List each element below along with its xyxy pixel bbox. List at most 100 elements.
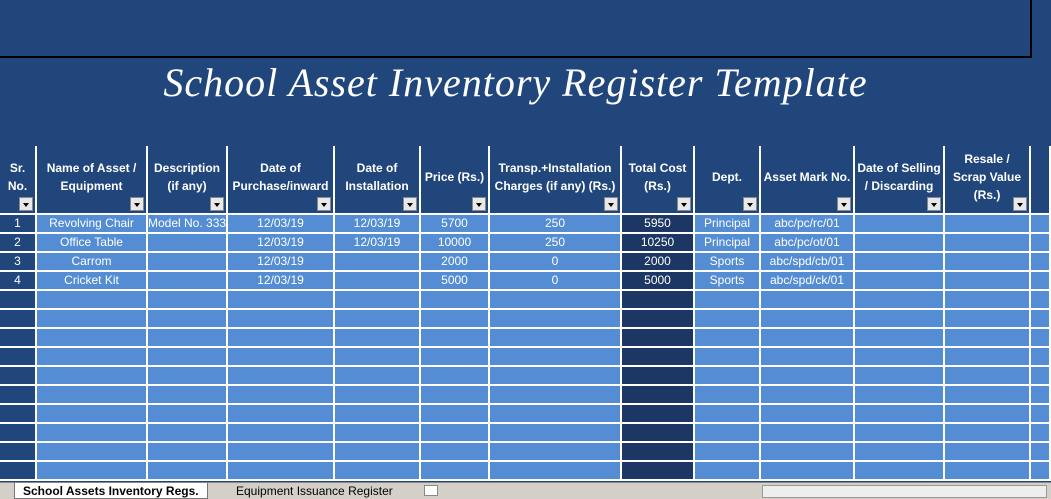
table-cell (855, 405, 945, 424)
filter-button[interactable] (927, 197, 941, 211)
table-cell (421, 291, 490, 310)
table-cell (855, 272, 945, 291)
table-cell (622, 405, 695, 424)
table-cell: 12/03/19 (228, 253, 335, 272)
filter-button[interactable] (1013, 197, 1027, 211)
table-cell: 10250 (622, 234, 695, 253)
table-cell (335, 443, 421, 462)
table-cell (622, 462, 695, 481)
filter-button[interactable] (210, 197, 224, 211)
table-cell (421, 462, 490, 481)
table-cell (1031, 253, 1051, 272)
table-cell: 5000 (421, 272, 490, 291)
table-cell (695, 424, 761, 443)
table-cell: 12/03/19 (335, 215, 421, 234)
table-cell (761, 424, 855, 443)
column-header: Description (if any) (148, 146, 228, 215)
sheet-tabs-bar: School Assets Inventory Regs. Equipment … (0, 482, 1051, 499)
table-cell (945, 253, 1031, 272)
table-cell (0, 348, 37, 367)
table-cell (148, 329, 228, 348)
table-cell (945, 348, 1031, 367)
table-cell (37, 462, 148, 481)
table-cell (855, 348, 945, 367)
table-cell (228, 405, 335, 424)
table-cell (490, 291, 622, 310)
table-cell (855, 443, 945, 462)
horizontal-scrollbar[interactable] (762, 485, 1047, 498)
table-cell (622, 310, 695, 329)
filter-button[interactable] (472, 197, 486, 211)
table-cell (148, 405, 228, 424)
table-cell (1031, 234, 1051, 253)
table-cell (945, 405, 1031, 424)
table-cell (855, 462, 945, 481)
filter-button[interactable] (677, 197, 691, 211)
table-cell: 5950 (622, 215, 695, 234)
table-cell (855, 215, 945, 234)
table-cell (335, 367, 421, 386)
table-cell (490, 348, 622, 367)
table-cell (37, 386, 148, 405)
table-cell (335, 310, 421, 329)
table-cell (945, 386, 1031, 405)
table-cell: 0 (490, 272, 622, 291)
filter-button[interactable] (130, 197, 144, 211)
table-cell (622, 291, 695, 310)
filter-button[interactable] (317, 197, 331, 211)
table-cell (761, 405, 855, 424)
filter-button[interactable] (743, 197, 757, 211)
table-cell (945, 291, 1031, 310)
table-cell (335, 291, 421, 310)
table-cell (335, 329, 421, 348)
sheet-title: School Asset Inventory Register Template (163, 60, 868, 105)
table-cell (335, 272, 421, 291)
table-cell (148, 291, 228, 310)
sheet-tab[interactable]: Equipment Issuance Register (236, 484, 393, 498)
table-cell (1031, 462, 1051, 481)
new-sheet-button[interactable] (424, 485, 438, 496)
table-cell (490, 462, 622, 481)
table-cell (761, 443, 855, 462)
table-cell (0, 367, 37, 386)
column-header: Sr. No. (0, 146, 37, 215)
filter-button[interactable] (604, 197, 618, 211)
table-cell (945, 367, 1031, 386)
table-cell: 2000 (622, 253, 695, 272)
table-cell (761, 348, 855, 367)
table-cell (148, 386, 228, 405)
filter-button[interactable] (19, 197, 33, 211)
table-cell (622, 443, 695, 462)
table-cell: abc/spd/ck/01 (761, 272, 855, 291)
column-header: Price (Rs.) (421, 146, 490, 215)
table-cell: 250 (490, 215, 622, 234)
table-cell (761, 386, 855, 405)
table-cell (622, 348, 695, 367)
table-cell: 3 (0, 253, 37, 272)
table-cell (148, 443, 228, 462)
column-header: Date of Selling / Discarding (855, 146, 945, 215)
filter-button[interactable] (403, 197, 417, 211)
table-cell (1031, 405, 1051, 424)
table-cell (37, 310, 148, 329)
table-cell (335, 348, 421, 367)
table-cell (0, 405, 37, 424)
table-cell (421, 329, 490, 348)
table-cell (1031, 291, 1051, 310)
table-cell (421, 443, 490, 462)
table-cell (761, 310, 855, 329)
table-cell (945, 272, 1031, 291)
column-header: Resale / Scrap Value (Rs.) (945, 146, 1031, 215)
table-cell: Principal (695, 215, 761, 234)
table-cell (855, 291, 945, 310)
table-cell (761, 462, 855, 481)
table-cell (695, 348, 761, 367)
table-cell: Principal (695, 234, 761, 253)
sheet-tab[interactable]: School Assets Inventory Regs. (14, 483, 208, 499)
table-cell (945, 443, 1031, 462)
table-cell (945, 329, 1031, 348)
filter-button[interactable] (837, 197, 851, 211)
table-cell (945, 215, 1031, 234)
table-cell: 5000 (622, 272, 695, 291)
